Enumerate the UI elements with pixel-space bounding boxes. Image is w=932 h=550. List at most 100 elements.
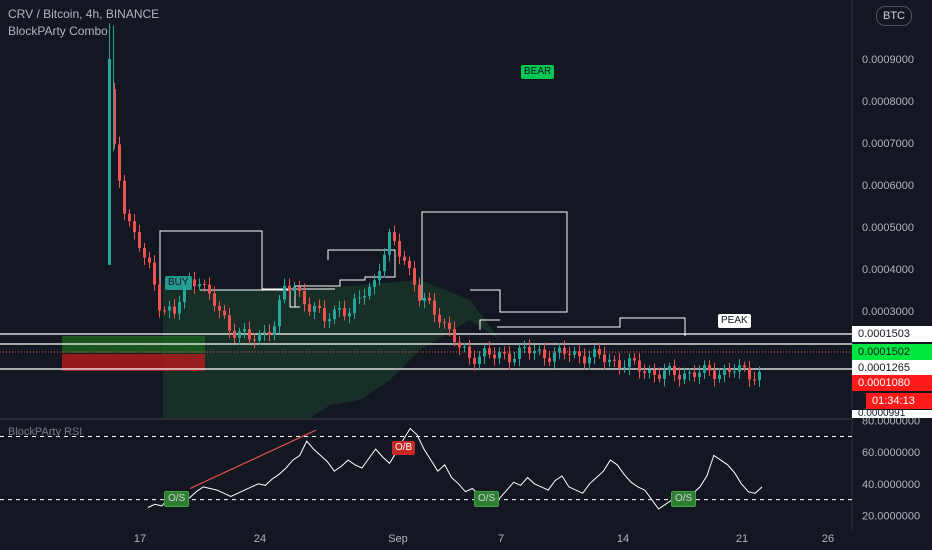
range-box	[159, 230, 335, 290]
candle-body	[518, 347, 521, 359]
candle-body	[353, 298, 356, 314]
candle-body	[248, 329, 251, 340]
candle-body	[163, 310, 166, 312]
candle-body	[503, 351, 506, 354]
candle-body	[288, 285, 291, 292]
candle-body	[373, 280, 376, 287]
candle-body	[108, 59, 111, 265]
candle-body	[308, 304, 311, 312]
candle-body	[173, 306, 176, 314]
candle-body	[703, 365, 706, 373]
range-box	[479, 319, 500, 330]
candle-body	[663, 370, 666, 379]
candle-body	[313, 305, 316, 312]
y-tick-label: 0.0007000	[862, 138, 914, 150]
candle-body	[578, 351, 581, 357]
accumulation-zone	[163, 280, 500, 418]
candle-body	[418, 284, 421, 301]
candle-body	[298, 286, 301, 292]
overbought-signal: O/B	[392, 441, 416, 455]
candle-body	[358, 297, 361, 299]
candle-body	[433, 300, 436, 315]
candle-body	[748, 367, 751, 380]
oversold-signal: O/S	[474, 491, 500, 507]
candle-body	[483, 348, 486, 357]
candle-body	[168, 306, 171, 311]
candle-body	[438, 314, 441, 323]
sell-zone	[62, 354, 205, 371]
candle-body	[138, 232, 141, 248]
candle-body	[608, 359, 611, 363]
candle-body	[118, 144, 121, 181]
countdown-tag: 01:34:13	[866, 393, 932, 409]
candle-body	[243, 329, 246, 332]
candle-body	[698, 372, 701, 378]
candle-body	[473, 357, 476, 365]
candle-body	[653, 369, 656, 375]
currency-button[interactable]: BTC	[876, 6, 912, 26]
candle-body	[523, 346, 526, 348]
candle-body	[123, 180, 126, 214]
candle-body	[268, 331, 271, 335]
candle-body	[423, 297, 426, 301]
y-tick-label: 0.0009000	[862, 54, 914, 66]
candle-body	[183, 281, 186, 303]
candle-body	[513, 358, 516, 363]
candle-body	[218, 305, 221, 311]
candle-body	[463, 346, 466, 348]
y-tick-label: 0.0006000	[862, 180, 914, 192]
candle-body	[343, 307, 346, 317]
candle-body	[488, 348, 491, 355]
x-tick-label: 7	[498, 533, 504, 545]
candle-body	[428, 297, 431, 301]
rsi-tick-label: 20.0000000	[862, 510, 920, 522]
candle-body	[213, 293, 216, 306]
candle-body	[208, 284, 211, 294]
candle-body	[598, 349, 601, 355]
candle-body	[573, 351, 576, 355]
candle-body	[328, 319, 331, 322]
candle-body	[478, 356, 481, 365]
candle-body	[198, 284, 201, 287]
candle-body	[693, 372, 696, 378]
candle-body	[563, 347, 566, 354]
candle-body	[723, 368, 726, 375]
candle-body	[708, 365, 711, 371]
candle-body	[273, 326, 276, 335]
rsi-tick-label: 40.0000000	[862, 479, 920, 491]
candle-body	[638, 360, 641, 372]
candle-body	[443, 322, 446, 324]
candle-body	[618, 360, 621, 369]
candle-body	[403, 256, 406, 261]
candle-body	[718, 374, 721, 380]
candle-body	[498, 351, 501, 359]
candle-body	[388, 232, 391, 255]
candle-body	[668, 365, 671, 371]
candle-body	[633, 358, 636, 361]
chart-title: CRV / Bitcoin, 4h, BINANCE	[8, 7, 160, 21]
price-tag-last: 0.0001502	[852, 344, 932, 360]
rsi-line	[147, 427, 763, 510]
candle-body	[678, 374, 681, 380]
candle-body	[743, 365, 746, 368]
y-tick-label: 0.0008000	[862, 96, 914, 108]
candle-body	[383, 254, 386, 272]
candle-body	[733, 371, 736, 373]
candle-body	[753, 379, 756, 381]
candle-body	[738, 365, 741, 372]
x-tick-label: 14	[617, 533, 629, 545]
candle-body	[233, 330, 236, 338]
candle-body	[683, 373, 686, 380]
indicator-name: BlockPArty Combo	[8, 24, 108, 38]
candle-body	[758, 371, 761, 381]
candle-body	[263, 331, 266, 334]
x-tick-label: Sep	[388, 533, 408, 545]
rsi-tick-label: 80.0000000	[862, 416, 920, 428]
candle-body	[393, 232, 396, 242]
price-tag-floor: 0.0000991	[852, 410, 932, 418]
range-box	[497, 317, 686, 336]
candle-body	[688, 372, 691, 374]
candle-body	[143, 247, 146, 258]
rsi-panel-label: BlockPArty RSI	[8, 426, 83, 438]
